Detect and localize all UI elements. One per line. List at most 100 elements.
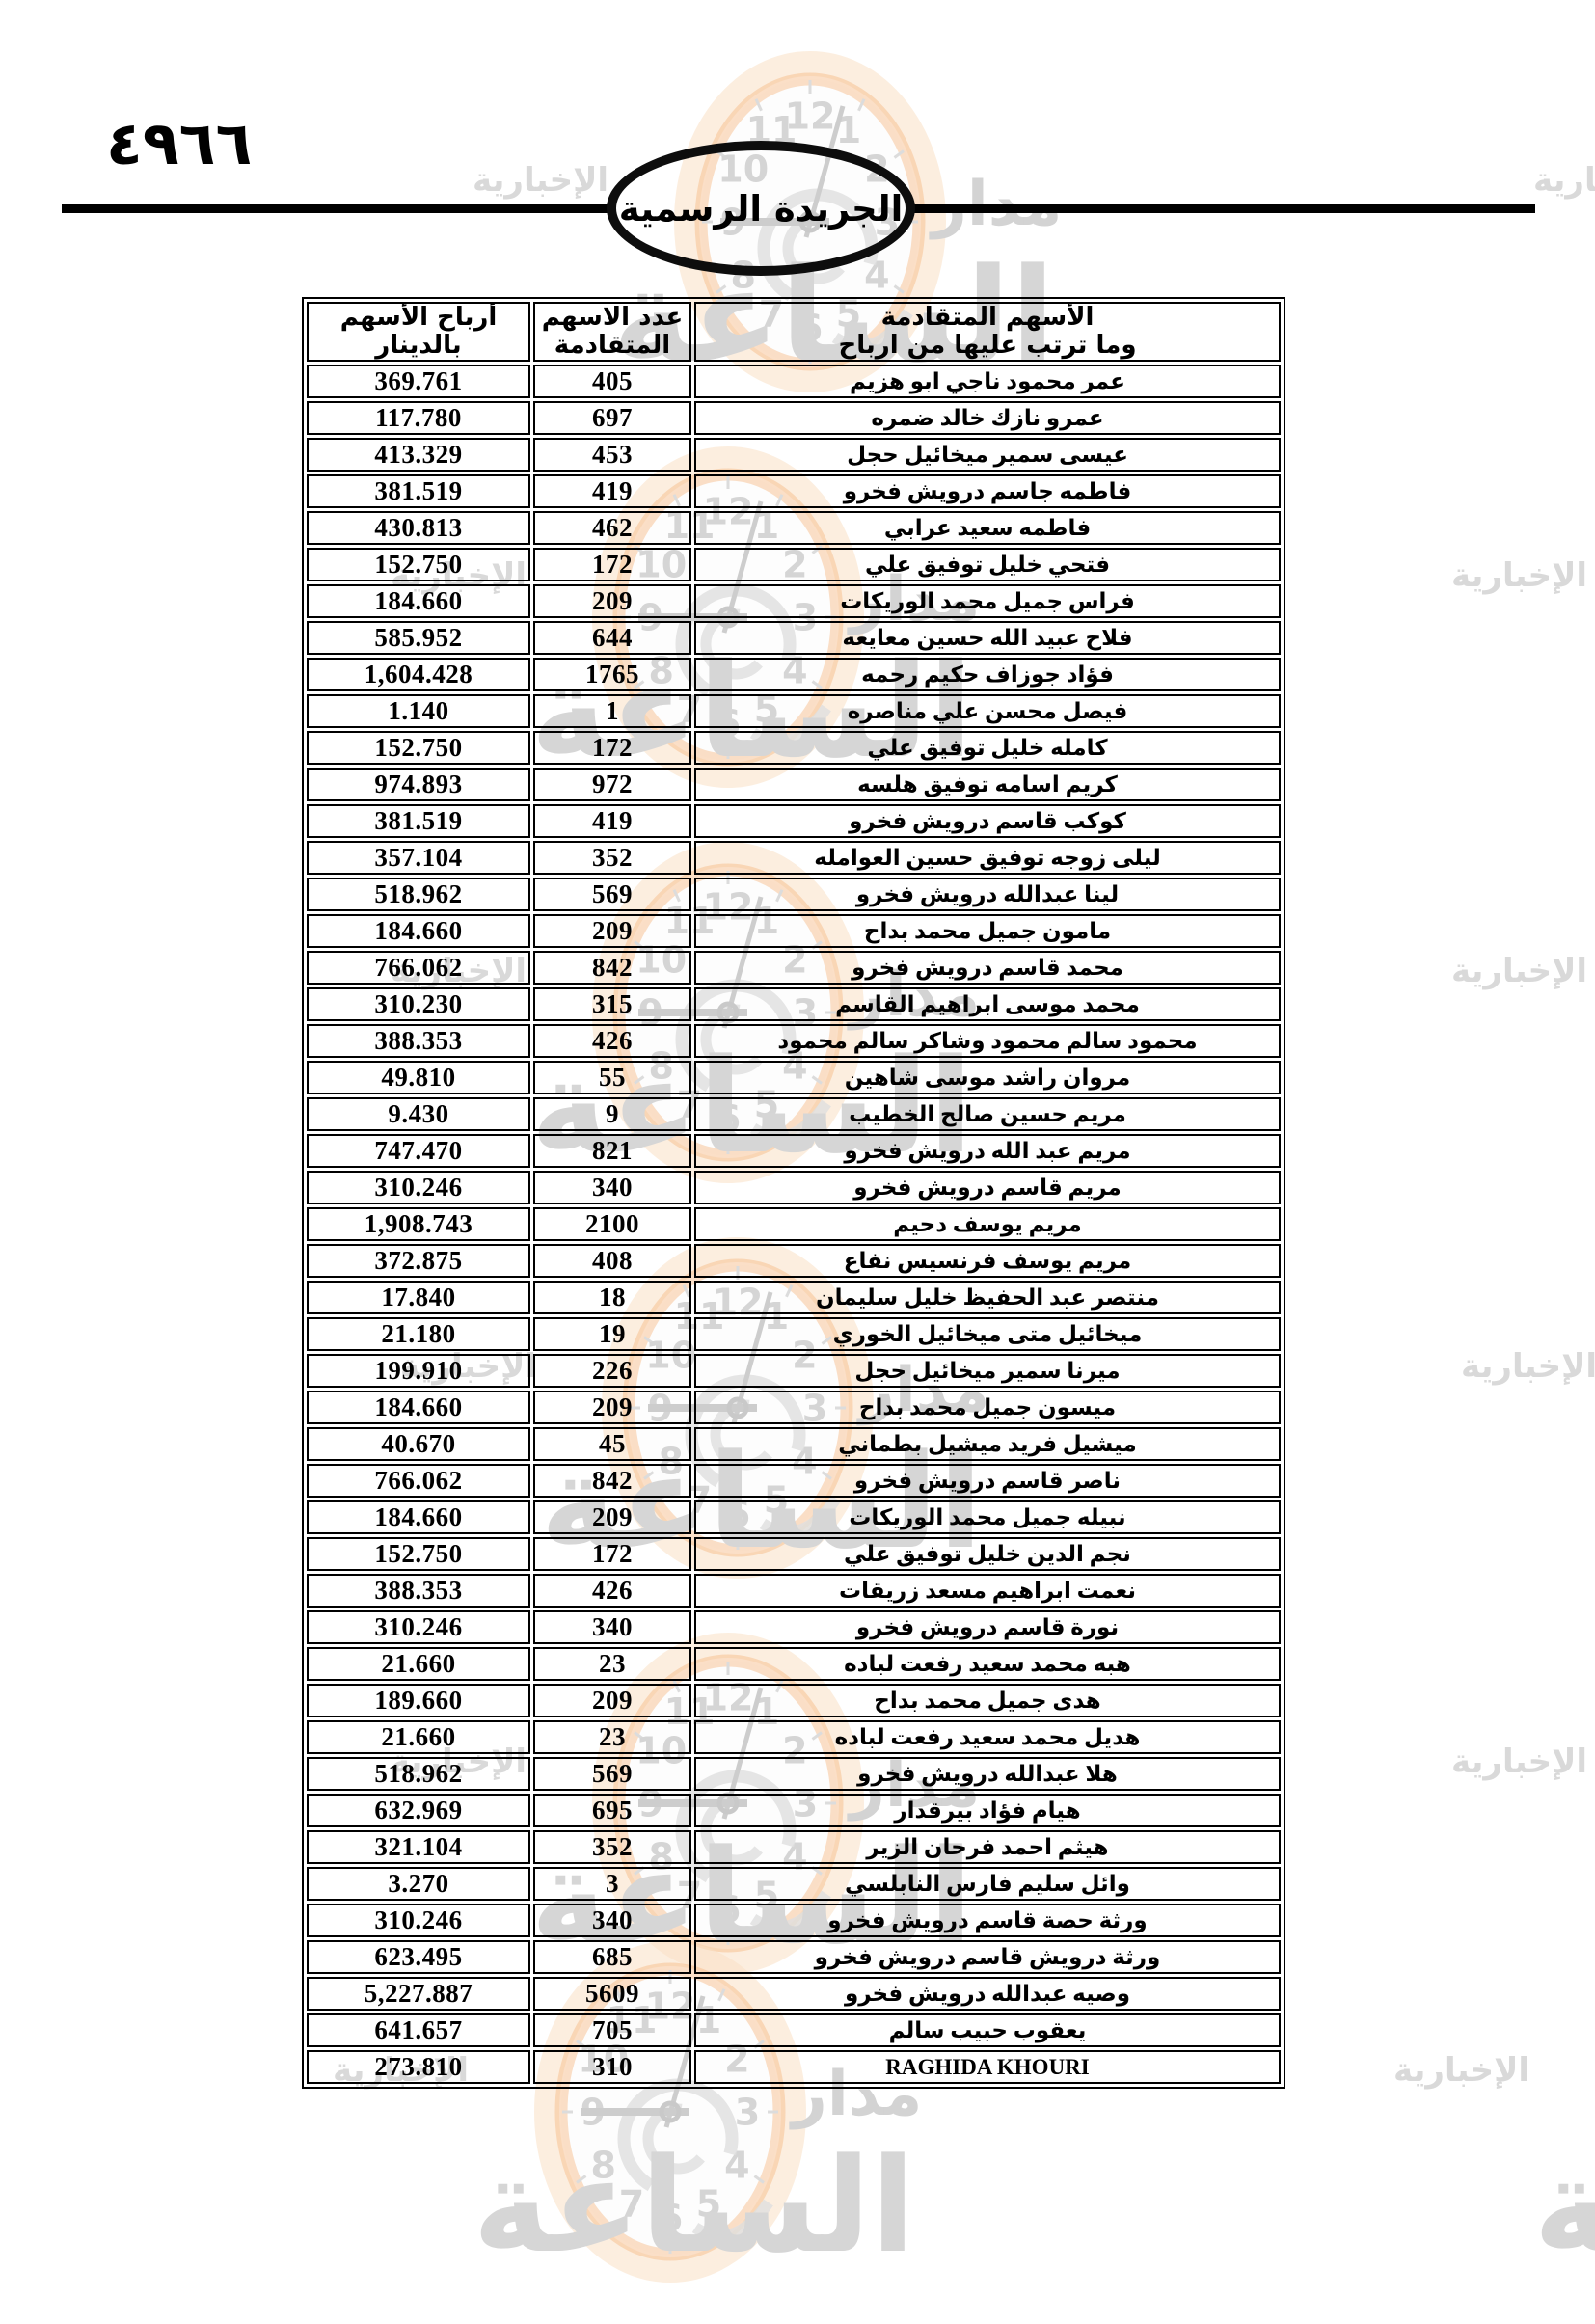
table-row: عيسى سمير ميخائيل حجل 453 413.329 [307, 438, 1281, 472]
cell-name: فراس جميل محمد الوريكات [694, 584, 1281, 618]
watermark-brand-top: مدار [850, 959, 981, 1031]
svg-text:12: 12 [703, 1676, 754, 1718]
cell-dividends: 388.353 [307, 1024, 530, 1058]
table-row: وصيه عبدالله درويش فخرو 5609 5,227.887 [307, 1977, 1281, 2011]
watermark-brand-big: الساعة [1591, 1832, 1595, 1962]
table-row: هدى جميل محمد بداح 209 189.660 [307, 1684, 1281, 1717]
cell-dividends: 189.660 [307, 1684, 530, 1717]
cell-shares: 315 [533, 987, 691, 1021]
cell-shares: 842 [533, 951, 691, 985]
table-row: لينا عبدالله درويش فخرو 569 518.962 [307, 878, 1281, 911]
col-header-dividends-line2: بالدينار [375, 331, 462, 360]
cell-name: مامون جميل محمد بداح [694, 914, 1281, 948]
cell-dividends: 585.952 [307, 621, 530, 655]
svg-text:2: 2 [782, 1729, 807, 1771]
table-row: ميخائيل متى ميخائيل الخوري 19 21.180 [307, 1317, 1281, 1351]
cell-name: عمر محمود ناجي ابو هزيم [694, 365, 1281, 398]
table-row: عمر محمود ناجي ابو هزيم 405 369.761 [307, 365, 1281, 398]
cell-dividends: 766.062 [307, 1464, 530, 1498]
cell-dividends: 5,227.887 [307, 1977, 530, 2011]
cell-shares: 453 [533, 438, 691, 472]
cell-name: ميسون جميل محمد بداح [694, 1391, 1281, 1424]
svg-text:12: 12 [785, 95, 836, 137]
svg-text:6: 6 [658, 2197, 683, 2239]
cell-dividends: 184.660 [307, 1500, 530, 1534]
cell-shares: 352 [533, 1830, 691, 1864]
cell-name: عمرو نازك خالد ضمره [694, 401, 1281, 435]
table-row: محمد قاسم درويش فخرو 842 766.062 [307, 951, 1281, 985]
cell-dividends: 49.810 [307, 1061, 530, 1094]
cell-name: منتصر عبد الحفيظ خليل سليمان [694, 1281, 1281, 1314]
watermark-brand-top: مدار [850, 564, 981, 635]
watermark-brand-big: الساعة [1533, 2130, 1595, 2282]
cell-shares: 310 [533, 2050, 691, 2084]
cell-dividends: 518.962 [307, 878, 530, 911]
table-row: هبه محمد سعيد رفعت لباده 23 21.660 [307, 1647, 1281, 1681]
cell-name: نبيله جميل محمد الوريكات [694, 1500, 1281, 1534]
cell-shares: 23 [533, 1720, 691, 1754]
cell-name: هبه محمد سعيد رفعت لباده [694, 1647, 1281, 1681]
table-row: مريم يوسف دحيم 2100 1,908.743 [307, 1207, 1281, 1241]
table-row: ميشيل فريد ميشيل بطماني 45 40.670 [307, 1427, 1281, 1461]
cell-name: مريم قاسم درويش فخرو [694, 1171, 1281, 1204]
svg-text:7: 7 [759, 293, 784, 336]
cell-name: فتحي خليل توفيق علي [694, 548, 1281, 581]
watermark-brand-side: الإخبارية [1393, 2051, 1530, 2090]
col-header-shares-line2: المتقادمة [554, 331, 671, 360]
watermark-brand-side: الإخبارية [473, 161, 609, 200]
cell-dividends: 40.670 [307, 1427, 530, 1461]
cell-shares: 3 [533, 1867, 691, 1901]
table-row: يعقوب حبيب سالم 705 641.657 [307, 2013, 1281, 2047]
svg-text:8: 8 [648, 1044, 673, 1087]
cell-name: ميرنا سمير ميخائيل حجل [694, 1354, 1281, 1388]
col-header-shares: عدد الاسهم المتقادمة [533, 302, 691, 362]
cell-shares: 685 [533, 1940, 691, 1974]
svg-text:8: 8 [658, 1440, 683, 1482]
cell-dividends: 21.660 [307, 1720, 530, 1754]
cell-name: محمد قاسم درويش فخرو [694, 951, 1281, 985]
cell-shares: 172 [533, 1537, 691, 1571]
cell-shares: 569 [533, 1757, 691, 1791]
cell-name: هديل محمد سعيد رفعت لباده [694, 1720, 1281, 1754]
svg-text:3: 3 [802, 1387, 827, 1429]
watermark-brand-big: الساعة [530, 1031, 974, 1182]
cell-shares: 419 [533, 804, 691, 838]
masthead-rule-right [912, 204, 1535, 213]
cell-shares: 419 [533, 474, 691, 508]
svg-text:10: 10 [578, 2038, 629, 2080]
table-row: فراس جميل محمد الوريكات 209 184.660 [307, 584, 1281, 618]
table-row: فؤاد جوزاف حكيم رحمه 1765 1,604.428 [307, 658, 1281, 691]
cell-shares: 209 [533, 1391, 691, 1424]
svg-text:6: 6 [725, 1493, 750, 1535]
table-row: مريم حسين صالح الخطيب 9 9.430 [307, 1097, 1281, 1131]
cell-shares: 172 [533, 731, 691, 765]
svg-text:8: 8 [648, 1835, 673, 1878]
col-header-shares-line1: عدد الاسهم [541, 303, 684, 332]
table-row: هيام فؤاد بيرقدار 695 632.969 [307, 1794, 1281, 1827]
cell-name: عيسى سمير ميخائيل حجل [694, 438, 1281, 472]
cell-name: فؤاد جوزاف حكيم رحمه [694, 658, 1281, 691]
table-row: عمرو نازك خالد ضمره 697 117.780 [307, 401, 1281, 435]
svg-text:12: 12 [645, 1985, 696, 2027]
col-header-names-line1: الأسهم المتقادمة [880, 303, 1095, 332]
table-row: وائل سليم فارس النابلسي 3 3.270 [307, 1867, 1281, 1901]
cell-dividends: 430.813 [307, 511, 530, 545]
svg-text:10: 10 [635, 1729, 687, 1771]
cell-dividends: 310.246 [307, 1610, 530, 1644]
cell-name: لينا عبدالله درويش فخرو [694, 878, 1281, 911]
cell-dividends: 1,908.743 [307, 1207, 530, 1241]
cell-name: فاطمه جاسم درويش فخرو [694, 474, 1281, 508]
table-row: ميرنا سمير ميخائيل حجل 226 199.910 [307, 1354, 1281, 1388]
cell-name: ناصر قاسم درويش فخرو [694, 1464, 1281, 1498]
cell-shares: 226 [533, 1354, 691, 1388]
cell-shares: 695 [533, 1794, 691, 1827]
cell-name: هيام فؤاد بيرقدار [694, 1794, 1281, 1827]
svg-text:7: 7 [619, 2183, 644, 2226]
svg-text:11: 11 [607, 1999, 658, 2041]
cell-name: فاطمه سعيد عرابي [694, 511, 1281, 545]
cell-dividends: 632.969 [307, 1794, 530, 1827]
watermark-brand-side: الإخبارية [1451, 1743, 1588, 1781]
cell-dividends: 184.660 [307, 914, 530, 948]
cell-dividends: 381.519 [307, 474, 530, 508]
cell-shares: 821 [533, 1134, 691, 1168]
